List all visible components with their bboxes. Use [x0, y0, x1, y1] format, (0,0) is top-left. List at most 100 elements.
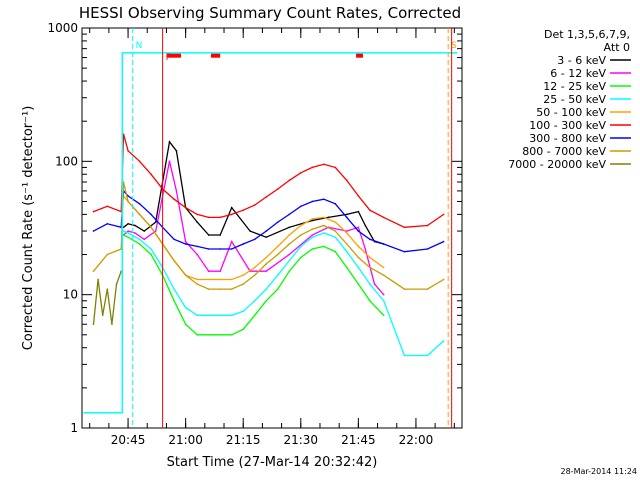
series-point: [311, 166, 314, 169]
series-point: [138, 243, 141, 245]
marker-layer: N F S: [132, 28, 457, 428]
series-point: [106, 253, 109, 256]
series-point: [323, 245, 325, 248]
series-point: [219, 334, 221, 336]
series-point: [288, 213, 291, 216]
series-point: [265, 256, 268, 259]
series-point: [311, 248, 314, 250]
series-point: [265, 270, 268, 272]
series-point: [276, 245, 279, 248]
series-point: [92, 230, 95, 232]
series-point: [382, 216, 385, 219]
series-point: [184, 243, 187, 245]
series-point: [288, 253, 291, 256]
series-point: [442, 278, 445, 281]
series-point: [357, 195, 360, 197]
series-point: [426, 354, 429, 357]
series-point: [127, 195, 129, 197]
series-point: [175, 190, 178, 192]
series-point: [150, 248, 152, 250]
series-point: [242, 209, 245, 212]
axis-ticks: [82, 27, 462, 429]
series-point: [230, 278, 233, 281]
series-point: [346, 179, 348, 182]
flare-bar: [210, 53, 221, 58]
series-point: [230, 213, 233, 216]
x-axis-label: Start Time (27-Mar-14 20:32:42): [167, 455, 378, 470]
series-point: [276, 253, 279, 256]
series-point: [207, 334, 210, 336]
series-point: [357, 256, 360, 259]
series-point: [143, 230, 145, 232]
series-point: [168, 160, 171, 163]
series-point: [364, 224, 367, 227]
series-point: [346, 216, 348, 219]
series-point: [426, 224, 429, 227]
legend-label: 25 - 50 keV: [543, 93, 606, 106]
series-point: [138, 213, 141, 216]
series-point: [327, 216, 330, 219]
series-point: [219, 314, 221, 317]
series-point: [265, 288, 268, 290]
marker-label: F: [166, 53, 171, 63]
series-point: [154, 221, 157, 223]
series-point: [253, 274, 256, 276]
legend-label: 6 - 12 keV: [550, 67, 606, 80]
y-tick-labels: 1 10 100 1000: [47, 21, 78, 435]
series-point: [173, 299, 175, 302]
series-point: [173, 259, 175, 262]
series-point: [276, 188, 279, 190]
series-point: [122, 230, 125, 232]
series-point: [219, 216, 221, 219]
series-point: [168, 141, 171, 143]
x-tick-label: 21:30: [283, 433, 318, 447]
series-point: [299, 256, 302, 259]
series-point: [242, 328, 245, 331]
series-point: [369, 238, 371, 241]
series-point: [334, 250, 337, 253]
series-line-1: [123, 161, 385, 296]
footer-date: 28-Mar-2014 11:24: [561, 467, 638, 476]
series-point: [403, 288, 406, 290]
series-point: [207, 288, 210, 290]
series-point: [230, 334, 233, 336]
series-point: [138, 238, 141, 241]
decimation-step-line: [83, 52, 458, 414]
legend-label: 300 - 800 keV: [529, 132, 606, 145]
series-point: [207, 216, 210, 219]
series-point: [288, 270, 291, 272]
series-point: [426, 288, 429, 290]
series-point: [426, 248, 429, 250]
y-tick-label: 1000: [47, 21, 78, 35]
series-point: [299, 245, 302, 248]
series-point: [207, 270, 210, 272]
series-point: [184, 274, 187, 276]
series-point: [323, 232, 325, 234]
series-point: [346, 213, 348, 216]
series-point: [184, 323, 187, 326]
series-point: [111, 323, 113, 326]
series-point: [219, 278, 221, 281]
series-point: [311, 219, 314, 222]
series-point: [122, 133, 125, 135]
series-point: [242, 243, 245, 245]
series-point: [369, 209, 371, 212]
series-point: [442, 213, 445, 216]
series-point: [122, 234, 125, 236]
series-point: [357, 230, 360, 232]
series-point: [323, 163, 325, 166]
series-point: [106, 288, 109, 290]
plot-area: N F S: [81, 27, 463, 429]
series-point: [230, 288, 233, 290]
series-line-2: [123, 234, 385, 336]
series-point: [134, 224, 136, 227]
series-point: [334, 166, 337, 169]
series-point: [276, 221, 279, 223]
series-point: [357, 226, 360, 229]
legend-label: 800 - 7000 keV: [522, 145, 606, 158]
series-point: [97, 278, 99, 281]
series-point: [249, 230, 251, 232]
series-point: [219, 248, 221, 250]
